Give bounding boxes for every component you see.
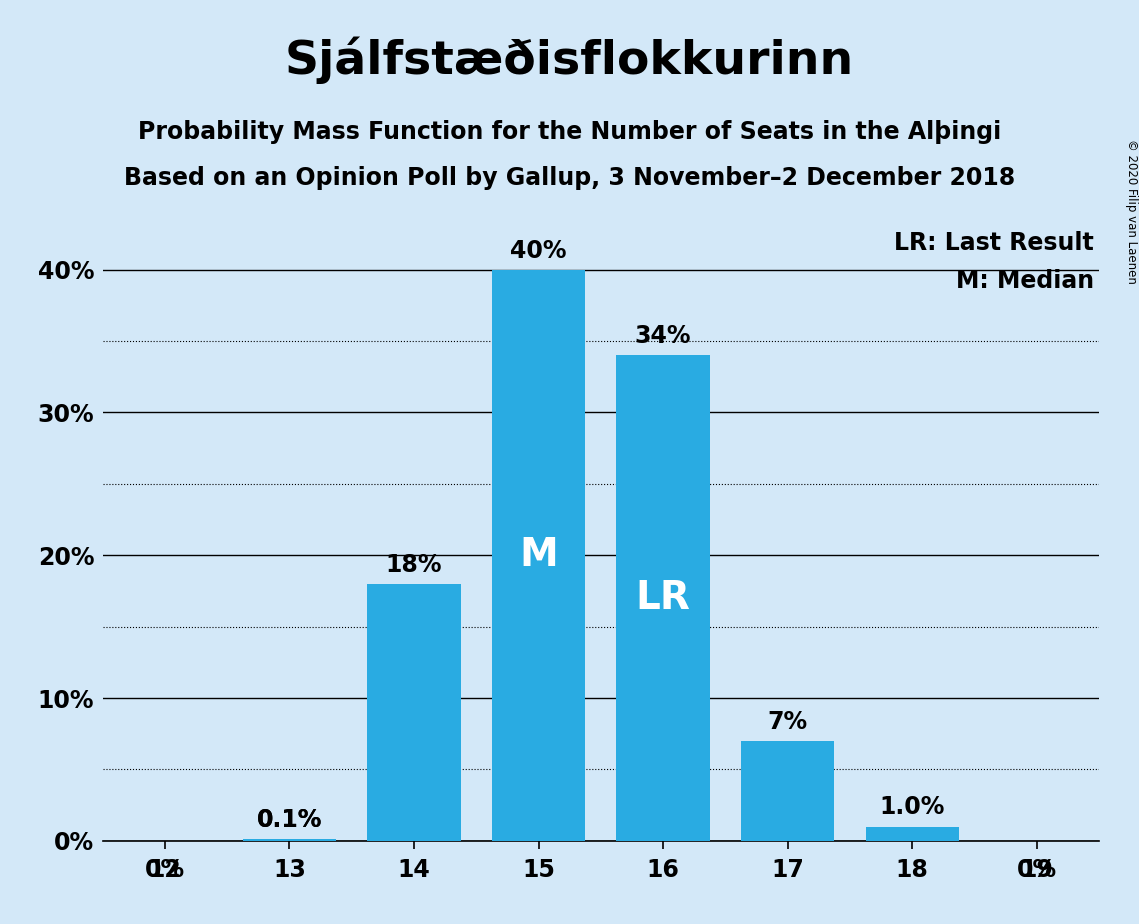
Text: Based on an Opinion Poll by Gallup, 3 November–2 December 2018: Based on an Opinion Poll by Gallup, 3 No… [124, 166, 1015, 190]
Text: M: M [519, 536, 558, 574]
Text: 18%: 18% [386, 553, 442, 577]
Text: Probability Mass Function for the Number of Seats in the Alþingi: Probability Mass Function for the Number… [138, 120, 1001, 144]
Text: LR: Last Result: LR: Last Result [894, 231, 1095, 255]
Text: © 2020 Filip van Laenen: © 2020 Filip van Laenen [1124, 139, 1138, 284]
Text: Sjálfstæðisflokkurinn: Sjálfstæðisflokkurinn [285, 37, 854, 84]
Text: LR: LR [636, 579, 690, 617]
Bar [866, 827, 959, 841]
Text: 40%: 40% [510, 238, 567, 262]
Bar [492, 270, 585, 841]
Text: 0%: 0% [1017, 858, 1057, 882]
Text: 0.1%: 0.1% [256, 808, 322, 833]
Bar [616, 356, 710, 841]
Text: 1.0%: 1.0% [879, 796, 945, 820]
Text: 0%: 0% [145, 858, 185, 882]
Text: M: Median: M: Median [956, 269, 1095, 293]
Bar [243, 839, 336, 841]
Text: 0.1%: 0.1% [256, 808, 322, 833]
Bar [367, 584, 460, 841]
Text: 34%: 34% [634, 324, 691, 348]
Text: 7%: 7% [768, 710, 808, 734]
Bar [741, 741, 835, 841]
